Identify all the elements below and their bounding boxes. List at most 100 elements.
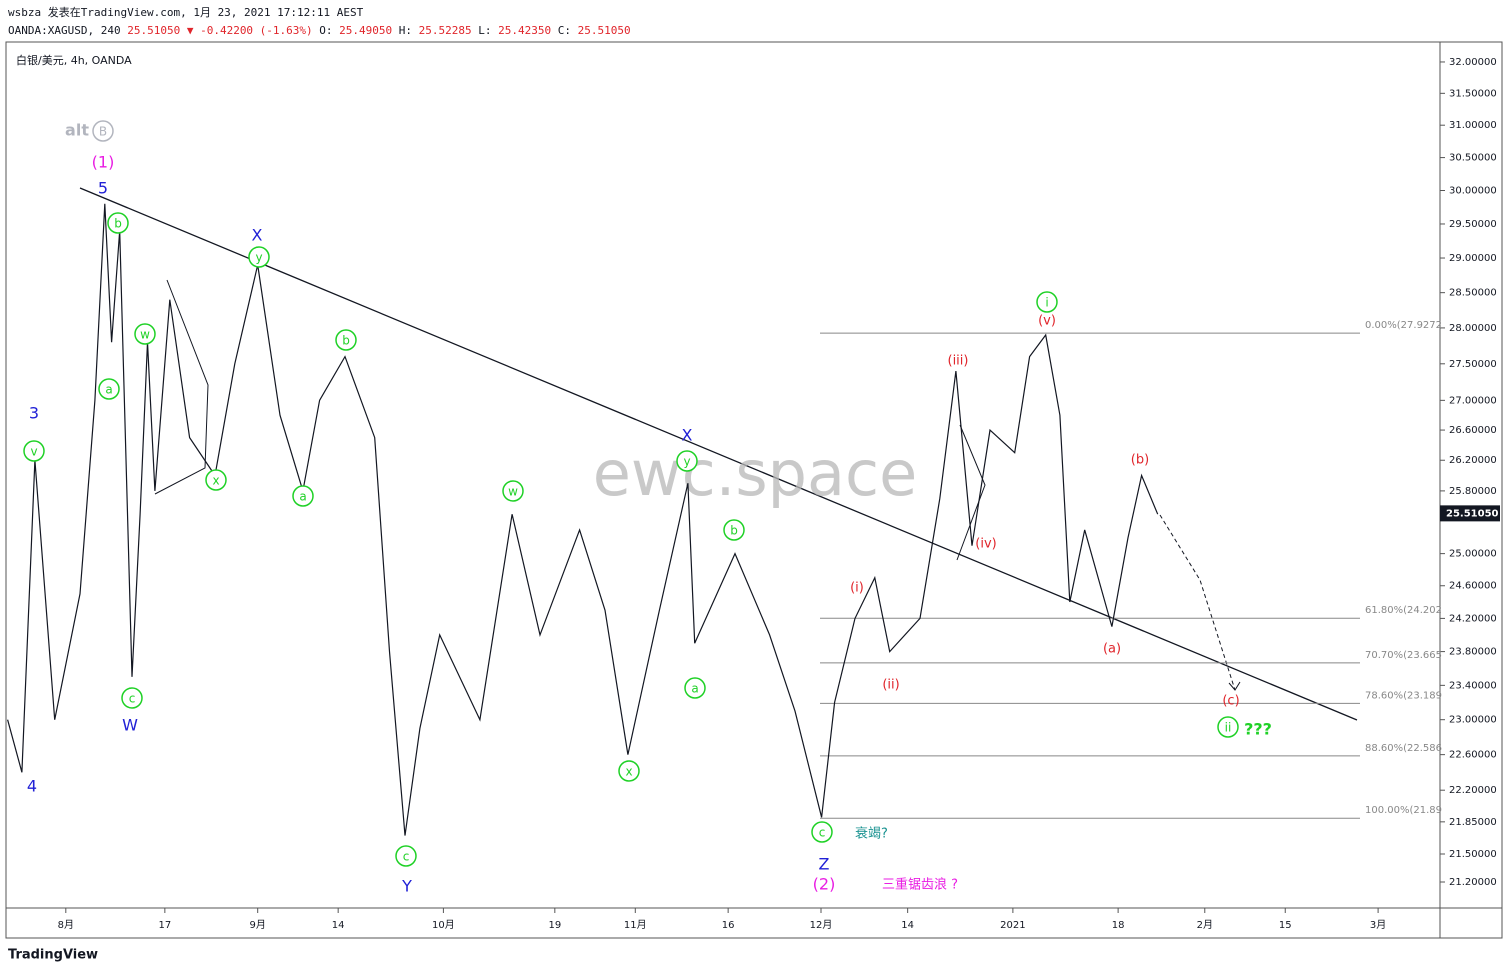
wave-label: (i) [850, 581, 864, 596]
last: 25.51050 [127, 24, 180, 37]
wave-label: X [682, 426, 693, 445]
x-tick-label: 15 [1279, 920, 1292, 931]
y-tick-label: 21.50000 [1449, 849, 1497, 860]
fib-label: 78.60%(23.189 [1365, 690, 1442, 701]
last-price-label: 25.51050 [1446, 508, 1499, 519]
change: -0.42200 (-1.63%) [200, 24, 313, 37]
ohlc-value: 25.51050 [578, 24, 631, 37]
wave-label: a [691, 682, 698, 696]
y-tick-label: 27.00000 [1449, 395, 1497, 406]
wave-label: (iii) [948, 354, 969, 369]
x-tick-label: 16 [722, 920, 735, 931]
ohlc-key: L: [478, 24, 491, 37]
trendline [79, 187, 1358, 721]
wave-label: (c) [1222, 694, 1239, 709]
ohlc-key: O: [319, 24, 332, 37]
ohlc-key: C: [558, 24, 571, 37]
wave-label: y [255, 251, 262, 265]
wave-label: X [252, 226, 263, 245]
last-price-tag [1440, 505, 1500, 522]
y-tick-label: 21.85000 [1449, 817, 1497, 828]
y-tick-label: 28.00000 [1449, 323, 1497, 334]
ohlc-value: 25.49050 [339, 24, 392, 37]
wave-label: a [299, 490, 306, 504]
wave-label: (2) [813, 875, 836, 894]
triangle [956, 424, 986, 561]
wave-label: y [683, 455, 690, 469]
wave-label: b [342, 334, 350, 348]
triangle [154, 279, 209, 495]
fib-label: 70.70%(23.665 [1365, 650, 1442, 661]
wave-label: x [212, 474, 219, 488]
wave-label: 衰竭? [855, 826, 888, 842]
wave-circle [98, 378, 120, 400]
wave-circle [1217, 716, 1239, 738]
projection-arrow [1159, 514, 1236, 691]
wave-label: (a) [1103, 642, 1121, 657]
y-tick-label: 21.20000 [1449, 877, 1497, 888]
wave-label: b [114, 217, 122, 231]
wave-label: (iv) [975, 537, 996, 552]
wave-circle [92, 120, 114, 142]
y-tick-label: 29.50000 [1449, 219, 1497, 230]
y-tick-label: 22.60000 [1449, 750, 1497, 761]
x-tick-label: 8月 [58, 919, 74, 931]
ohlc-key: H: [399, 24, 412, 37]
fib-label: 100.00%(21.89 [1365, 805, 1442, 816]
wave-label: b [730, 524, 738, 538]
author-line: wsbza 发表在TradingView.com, 1月 23, 2021 17… [8, 5, 364, 19]
wave-circle [107, 212, 129, 234]
wave-label: c [403, 850, 410, 864]
wave-circle [676, 450, 698, 472]
y-tick-label: 24.20000 [1449, 613, 1497, 624]
y-tick-label: 24.60000 [1449, 581, 1497, 592]
wave-circle [248, 246, 270, 268]
ohlc-value: 25.42350 [498, 24, 551, 37]
wave-label: Y [401, 877, 412, 896]
wave-label: 4 [27, 777, 37, 796]
y-tick-label: 31.50000 [1449, 88, 1497, 99]
wave-label: x [625, 765, 632, 779]
wave-label: (ii) [882, 678, 899, 693]
x-tick-label: 2月 [1197, 919, 1213, 931]
wave-circle [121, 687, 143, 709]
y-tick-label: 26.20000 [1449, 455, 1497, 466]
wave-circle [335, 329, 357, 351]
arrow-head [1228, 681, 1241, 691]
wave-circle [502, 480, 524, 502]
wave-circle [723, 519, 745, 541]
wave-circle [134, 323, 156, 345]
wave-label: w [508, 485, 518, 499]
wave-circle [395, 845, 417, 867]
wave-label: i [1045, 296, 1048, 310]
wave-circle [618, 760, 640, 782]
wave-label: Z [819, 855, 830, 874]
x-tick-label: 17 [158, 920, 171, 931]
x-tick-label: 2021 [1000, 920, 1025, 931]
wave-circle [684, 677, 706, 699]
ohlc-line: OANDA:XAGUSD, 240 25.51050 ▼ -0.42200 (-… [8, 24, 631, 37]
x-tick-label: 18 [1112, 920, 1125, 931]
wave-circle [1036, 291, 1058, 313]
wave-circle [811, 821, 833, 843]
brand: TradingView [8, 948, 98, 963]
x-tick-label: 9月 [250, 919, 266, 931]
wave-label: c [129, 692, 136, 706]
fib-label: 0.00%(27.9272 [1365, 320, 1442, 331]
y-tick-label: 30.50000 [1449, 153, 1497, 164]
fib-label: 88.60%(22.586 [1365, 743, 1442, 754]
fib-label: 61.80%(24.202 [1365, 605, 1442, 616]
wave-label: W [122, 716, 138, 735]
y-tick-label: 31.00000 [1449, 120, 1497, 131]
y-tick-label: 23.00000 [1449, 715, 1497, 726]
y-tick-label: 22.20000 [1449, 785, 1497, 796]
wave-label: 三重锯齿浪 ? [882, 877, 958, 893]
wave-label: B [99, 125, 107, 139]
wave-circle [205, 469, 227, 491]
wave-circle [292, 485, 314, 507]
wave-label: v [30, 445, 37, 459]
x-tick-label: 11月 [624, 919, 647, 931]
wave-label: 3 [29, 404, 39, 423]
wave-circle [23, 440, 45, 462]
